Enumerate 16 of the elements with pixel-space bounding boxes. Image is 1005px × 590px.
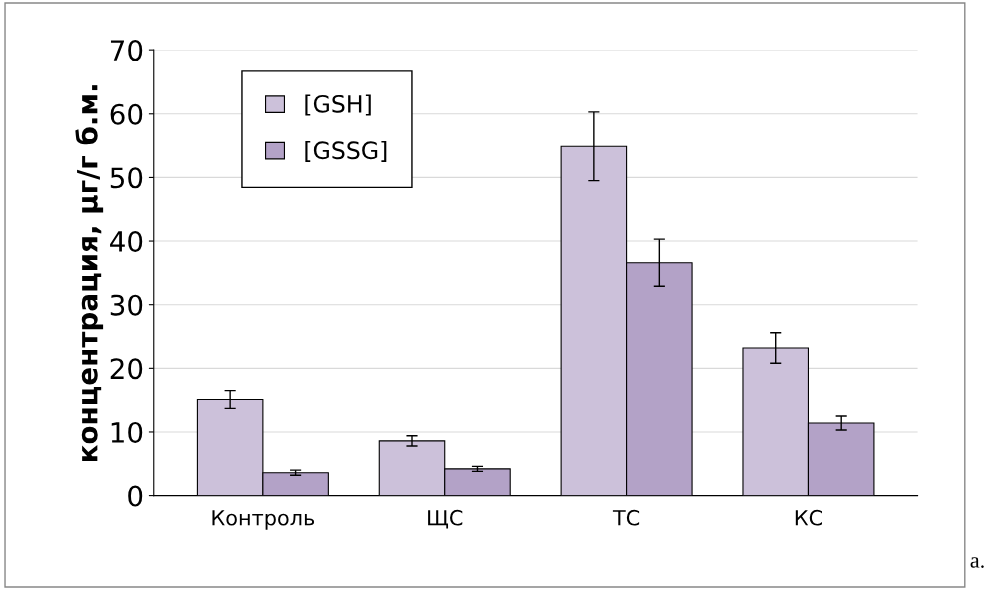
y-tick-label: 0 (128, 485, 143, 507)
y-tick-label: 20 (110, 358, 143, 380)
x-tick-label: ЩС (428, 509, 463, 529)
x-tick-label: ТС (612, 509, 640, 526)
y-tick-label: 70 (110, 40, 143, 62)
y-axis-title: концентрация, µг/г б.м. (75, 85, 104, 462)
legend-label: [GSSG] (305, 140, 387, 162)
y-tick-label: 30 (110, 294, 143, 316)
y-tick-label: 40 (110, 230, 143, 253)
x-tick-label: КС (795, 509, 822, 526)
text: а. (970, 557, 984, 568)
legend-label: [GSH] (305, 94, 371, 116)
y-tick-label: 10 (111, 421, 143, 443)
y-tick-label: 60 (110, 103, 143, 125)
x-tick-label: Контроль (212, 510, 315, 530)
y-tick-label: 50 (110, 167, 143, 189)
